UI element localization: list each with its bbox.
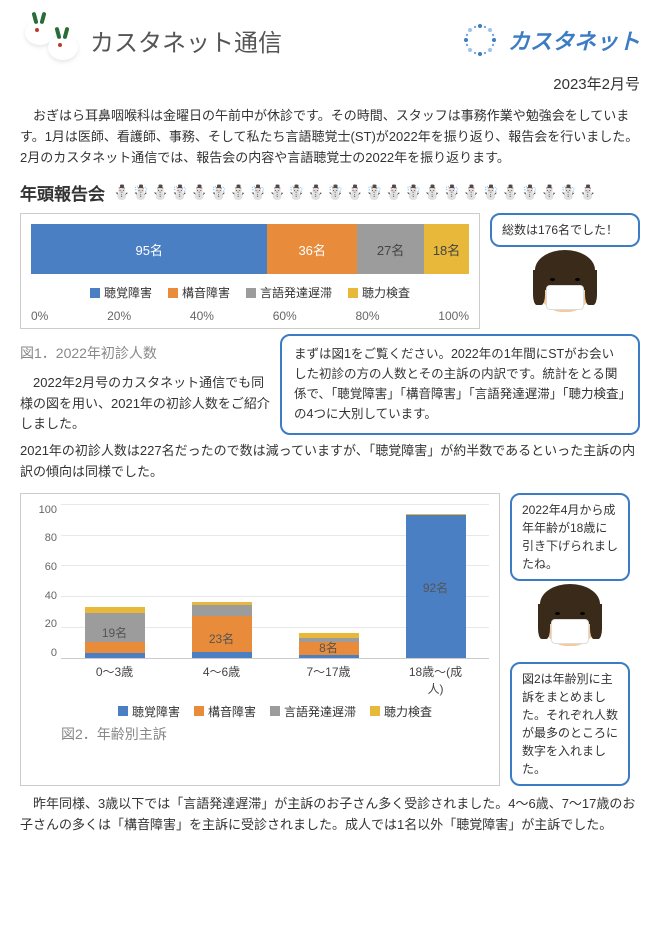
legend-item: 構音障害 [194, 703, 256, 720]
paragraph-after-commentary: 2021年の初診人数は227名だったので数は減っていますが、「聴覚障害」が約半数… [20, 441, 640, 483]
legend-item: 聴力検査 [370, 703, 432, 720]
section-title: 年頭報告会 [20, 180, 105, 205]
commentary-text: 2022年2月号のカスタネット通信でも同様の図を用い、2021年の初診人数をご紹… [20, 373, 270, 435]
chart-1-segment: 36名 [267, 224, 357, 274]
chart-2-grid: 19名 23名 8名 92名 [61, 504, 489, 659]
legend-item: 聴力検査 [348, 284, 410, 301]
figure-1-caption: 図1．2022年初診人数 [20, 342, 270, 364]
legend-item: 聴覚障害 [118, 703, 180, 720]
figure-2-caption: 図2．年齢別主訴 [31, 724, 489, 744]
chart-1-legend: 聴覚障害構音障害言語発達遅滞聴力検査 [26, 284, 474, 301]
chart-2-bargroup: 92名 [406, 514, 466, 658]
chart-1: 95名36名27名18名 聴覚障害構音障害言語発達遅滞聴力検査 0%20%40%… [20, 213, 480, 329]
speech-bubble-3: 2022年4月から成年年齢が18歳に引き下げられましたね。 [510, 493, 630, 581]
rabbit-logo [20, 15, 80, 65]
chart-2-bargroup: 8名 [299, 633, 359, 658]
chart-1-axis: 0%20%40%60%80%100% [26, 309, 474, 323]
legend-item: 聴覚障害 [90, 284, 152, 301]
chart-2-bargroup: 19名 [85, 607, 145, 658]
section-header: 年頭報告会 ⛄☃️⛄☃️⛄☃️⛄☃️⛄☃️⛄☃️⛄☃️⛄☃️⛄☃️⛄☃️⛄☃️⛄… [20, 180, 640, 205]
avatar-2 [535, 586, 605, 656]
page-header: カスタネット通信 [20, 15, 640, 65]
speech-bubble-2: まずは図1をご覧ください。2022年の1年間にSTがお会いした初診の方の人数とそ… [280, 334, 640, 435]
chart-2: 100806040200 19名 23名 8名 92名 0～3歳4～6歳7～17歳18… [20, 493, 500, 786]
chart-2-legend: 聴覚障害構音障害言語発達遅滞聴力検査 [31, 703, 489, 720]
chart-1-segment: 95名 [31, 224, 267, 274]
chart-2-bars: 19名 23名 8名 92名 [61, 504, 489, 658]
snowman-divider: ⛄☃️⛄☃️⛄☃️⛄☃️⛄☃️⛄☃️⛄☃️⛄☃️⛄☃️⛄☃️⛄☃️⛄☃️⛄ [113, 184, 640, 201]
issue-date: 2023年2月号 [20, 73, 640, 94]
page-title: カスタネット通信 [90, 23, 460, 58]
chart-2-yaxis: 100806040200 [31, 504, 61, 659]
chart-2-xaxis: 0～3歳4～6歳7～17歳18歳～(成人) [31, 663, 489, 697]
legend-item: 言語発達遅滞 [246, 284, 332, 301]
chart-1-segment: 27名 [357, 224, 424, 274]
closing-text: 昨年同様、3歳以下では「言語発達遅滞」が主訴のお子さん多く受診されました。4～6… [20, 794, 640, 836]
legend-item: 言語発達遅滞 [270, 703, 356, 720]
intro-text: おぎはら耳鼻咽喉科は金曜日の午前中が休診です。その時間、スタッフは事務作業や勉強… [20, 106, 640, 168]
brand-name: カスタネット [508, 24, 640, 56]
chart-2-bargroup: 23名 [192, 602, 252, 658]
chart-1-bar: 95名36名27名18名 [31, 224, 469, 274]
chart-1-segment: 18名 [424, 224, 469, 274]
brand-logo: カスタネット [460, 20, 640, 60]
avatar-1 [530, 252, 600, 322]
speech-bubble-4: 図2は年齢別に主訴をまとめました。それぞれ人数が最多のところに数字を入れました。 [510, 662, 630, 786]
legend-item: 構音障害 [168, 284, 230, 301]
brand-mark-icon [460, 20, 500, 60]
speech-bubble-1: 総数は176名でした！ [490, 213, 640, 247]
